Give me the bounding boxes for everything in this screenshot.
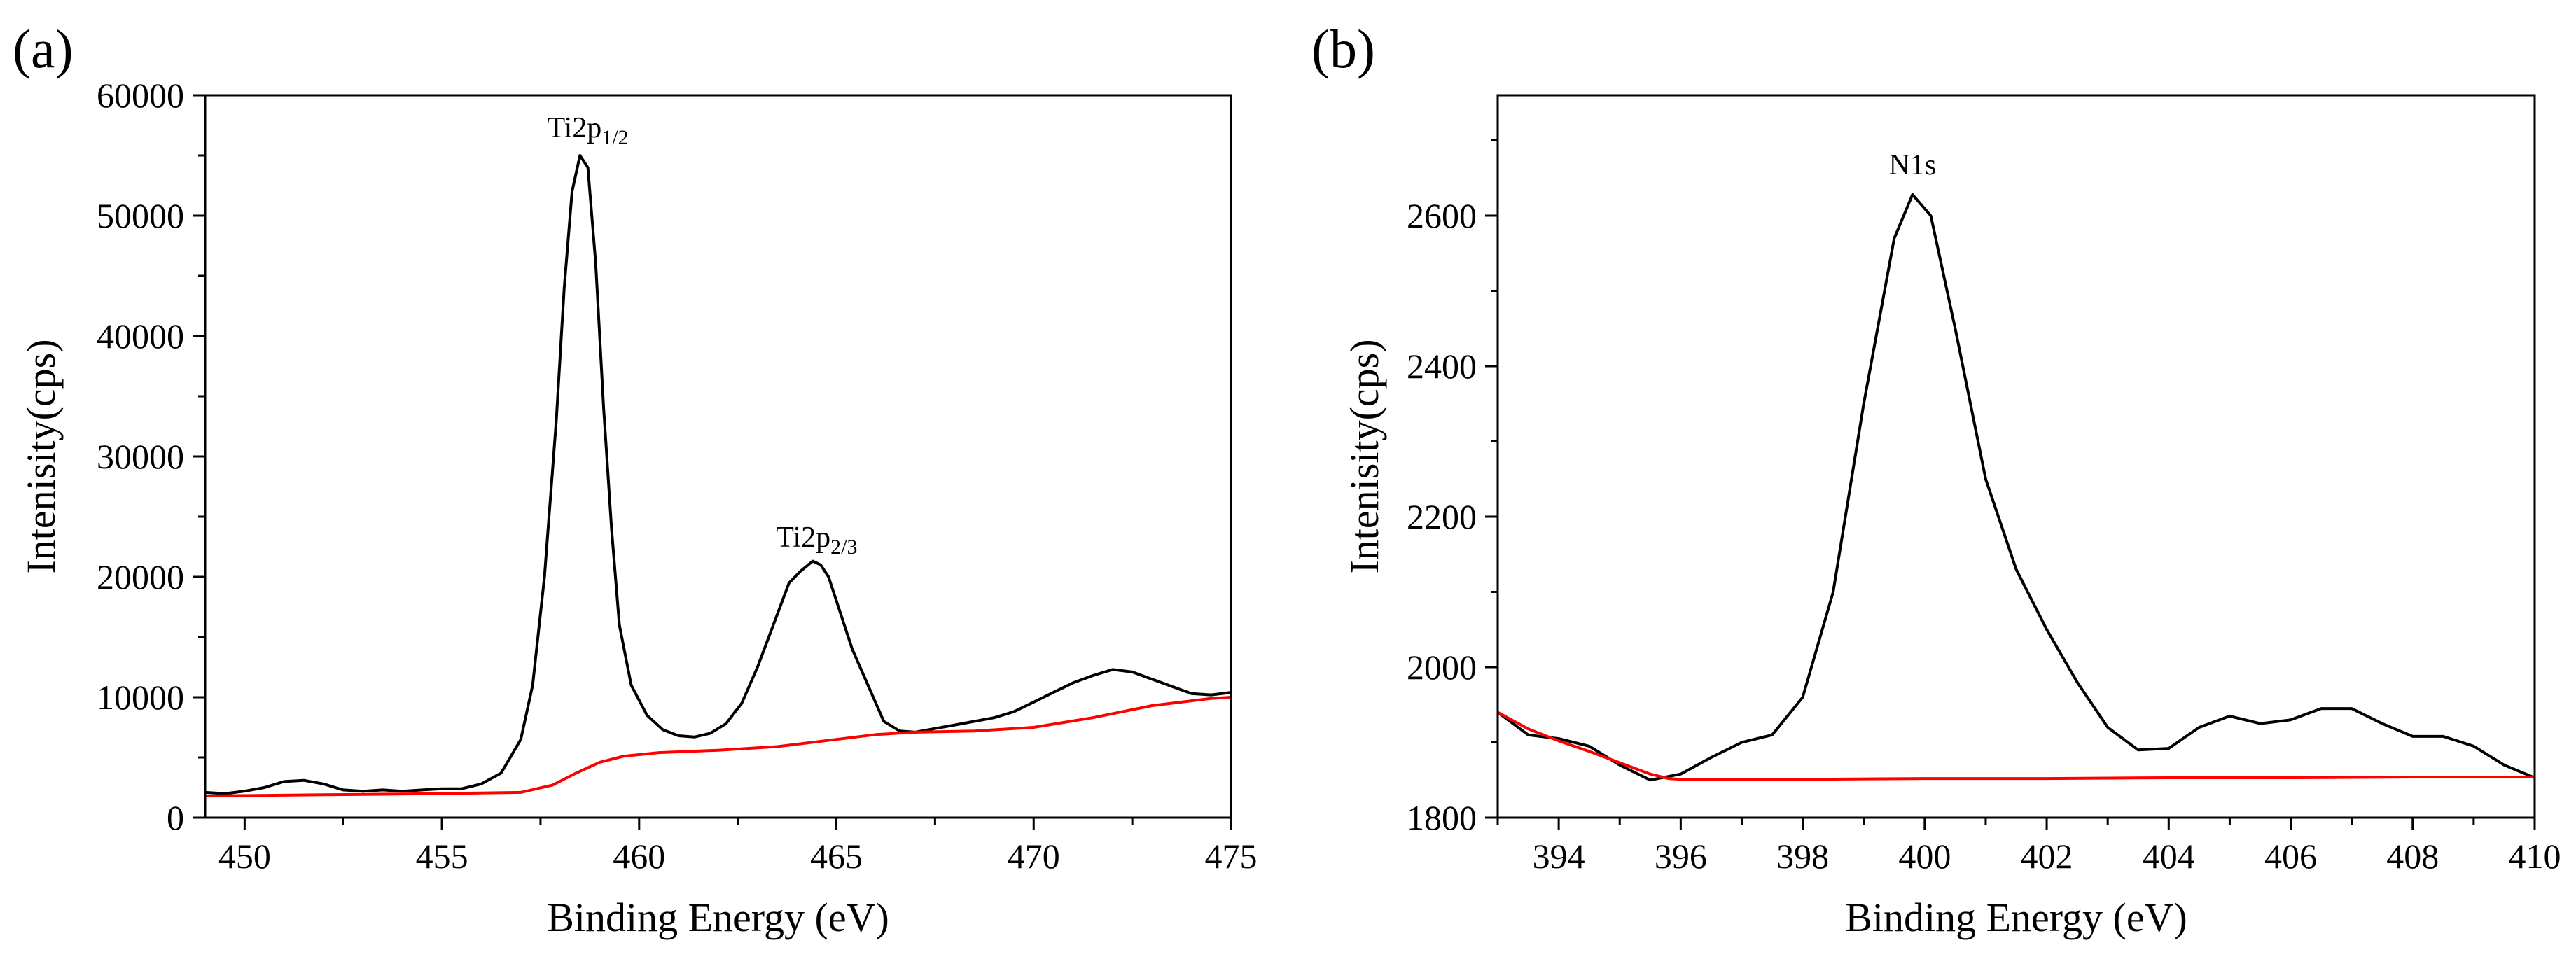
y-tick-label: 60000	[97, 76, 184, 115]
x-tick-label: 455	[416, 837, 468, 876]
y-tick-label: 50000	[97, 196, 184, 235]
x-tick-label: 465	[810, 837, 863, 876]
y-tick-label: 2400	[1407, 347, 1477, 386]
x-tick-label: 400	[1898, 837, 1951, 876]
y-tick-label: 20000	[97, 557, 184, 596]
annotation-base: Ti2p	[547, 112, 601, 144]
annotation-base: N1s	[1889, 149, 1937, 181]
y-tick-label: 2600	[1407, 196, 1477, 235]
y-tick-label: 2200	[1407, 497, 1477, 536]
y-tick-label: 40000	[97, 316, 184, 356]
y-axis-title: Intenisity(cps)	[18, 339, 64, 573]
x-tick-label: 406	[2264, 837, 2317, 876]
annotation-base: Ti2p	[776, 522, 830, 554]
y-tick-label: 0	[167, 798, 184, 837]
x-tick-label: 410	[2509, 837, 2561, 876]
panel-label: (b)	[1311, 18, 1375, 79]
series-line-spectrum	[205, 154, 1231, 795]
x-tick-label: 398	[1776, 837, 1829, 876]
y-tick-label: 30000	[97, 437, 184, 476]
x-tick-label: 396	[1655, 837, 1707, 876]
x-axis-title: Binding Energy (eV)	[1845, 895, 2187, 940]
series-line-background	[205, 696, 1231, 797]
peak-annotation-ti2p23: Ti2p2/3	[776, 522, 857, 559]
x-tick-label: 460	[613, 837, 665, 876]
series-group	[205, 154, 1231, 797]
annotation-subscript: 1/2	[601, 126, 628, 149]
plot-frame	[204, 94, 1232, 819]
y-axis-title: Intenisity(cps)	[1342, 339, 1387, 573]
x-tick-label: 394	[1533, 837, 1585, 876]
series-group	[1498, 193, 2535, 782]
x-tick-label: 402	[2021, 837, 2073, 876]
x-axis-title: Binding Energy (eV)	[547, 895, 889, 940]
x-tick-label: 475	[1205, 837, 1258, 876]
series-line-spectrum	[1498, 193, 2535, 782]
y-tick-label: 2000	[1407, 648, 1477, 687]
annotation-subscript: 2/3	[830, 536, 857, 559]
x-tick-label: 470	[1008, 837, 1060, 876]
peak-annotation-n1s: N1s	[1889, 149, 1937, 181]
panel-a: 450 455 460 465 470 475 0 10000 20000 30000 40000 5…	[13, 18, 1258, 940]
x-tick-label: 404	[2143, 837, 2195, 876]
x-tick-label: 408	[2386, 837, 2439, 876]
panel-label: (a)	[13, 18, 74, 79]
panel-b: 394 396 398 400 402 404 406 408 410 1800 2000 2200 2…	[1311, 18, 2561, 940]
plot-frame	[1496, 94, 2536, 819]
y-tick-label: 1800	[1407, 798, 1477, 837]
y-tick-label: 10000	[97, 678, 184, 717]
series-line-background	[1498, 711, 2535, 781]
peak-annotation-ti2p12: Ti2p1/2	[547, 112, 628, 149]
x-tick-label: 450	[218, 837, 271, 876]
